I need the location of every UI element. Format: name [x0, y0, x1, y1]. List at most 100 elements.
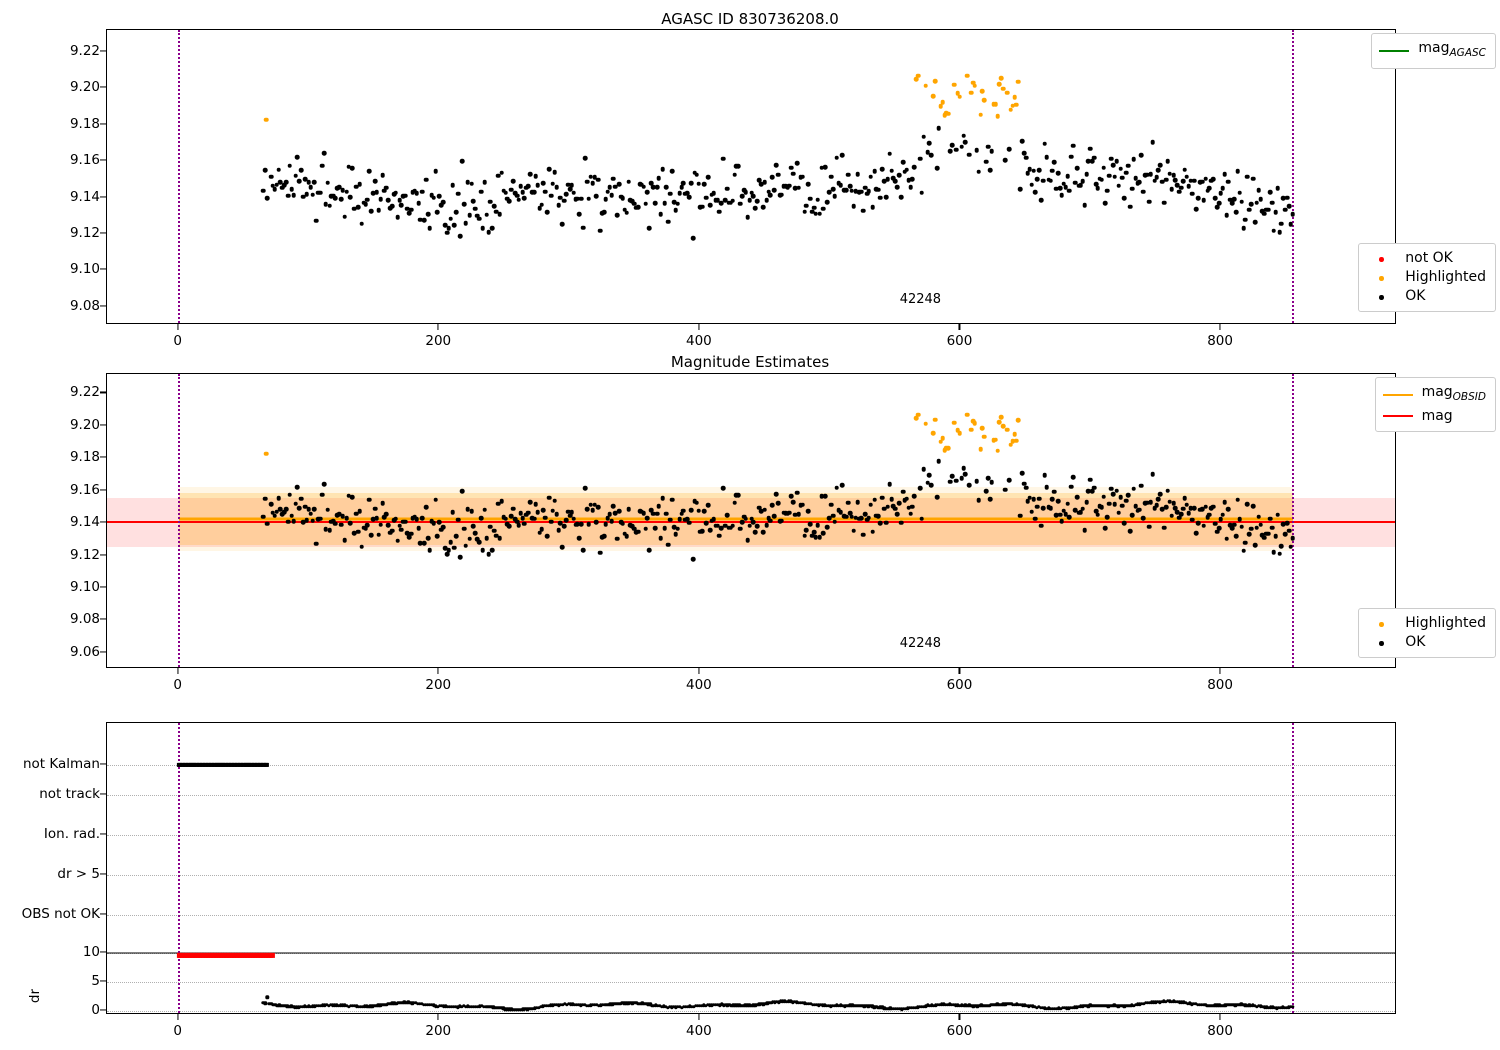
data-point-ok: [435, 533, 440, 539]
data-point-ok: [966, 152, 972, 157]
dr-data-point: [1235, 1003, 1239, 1007]
legend-entry[interactable]: Highlighted: [1366, 614, 1486, 633]
dr-data-point: [519, 1008, 523, 1012]
data-point-ok: [262, 496, 268, 501]
dr-data-point: [273, 1003, 277, 1007]
data-point-ok: [885, 504, 891, 510]
y-tick-label-top: 9.14: [69, 188, 100, 205]
dr-data-point: [791, 1000, 795, 1004]
data-point-ok: [1159, 179, 1165, 184]
data-point-ok: [669, 169, 675, 174]
data-point-ok: [832, 519, 838, 524]
data-point-ok: [323, 526, 329, 532]
legend-entry[interactable]: magOBSID: [1382, 383, 1486, 407]
data-point-ok: [406, 210, 412, 216]
data-point-ok: [1006, 477, 1012, 483]
x-tick-label-top: 600: [946, 333, 973, 349]
legend-dot-swatch: [1366, 633, 1396, 652]
dr-data-point: [1181, 1000, 1186, 1005]
axes-middle-magnitude-estimates[interactable]: [106, 373, 1396, 668]
dr-data-point: [961, 1004, 966, 1008]
data-point-ok: [1123, 170, 1129, 175]
data-point-ok: [429, 192, 435, 198]
data-point-ok: [463, 220, 469, 226]
data-point-ok: [775, 172, 781, 178]
dr-data-point: [1193, 1002, 1198, 1006]
legend-entry[interactable]: OK: [1366, 633, 1486, 652]
data-point-ok: [1036, 496, 1042, 501]
legend-entry[interactable]: not OK: [1366, 249, 1486, 268]
dr-data-point: [858, 1004, 863, 1008]
data-point-ok: [435, 209, 440, 215]
data-point-ok: [647, 225, 652, 231]
data-point-ok: [707, 203, 713, 208]
data-point-ok: [350, 494, 355, 500]
data-point-ok: [743, 190, 749, 195]
y-tick-label-top: 9.20: [69, 79, 100, 96]
data-point-ok: [527, 171, 533, 177]
dr-data-point: [1057, 1006, 1061, 1010]
dr-data-point: [759, 1002, 763, 1006]
data-point-ok: [853, 515, 858, 520]
x-tick-label-middle: 400: [685, 677, 712, 693]
dr-data-point: [531, 1006, 535, 1011]
data-point-ok: [355, 204, 361, 210]
dr-data-point: [650, 1003, 654, 1008]
data-point-ok: [495, 501, 501, 506]
dr-data-point: [497, 1006, 502, 1010]
data-point-ok: [860, 532, 866, 538]
data-point-ok: [1258, 196, 1263, 202]
data-point-ok: [527, 499, 533, 505]
dr-data-point: [632, 1001, 636, 1005]
data-point-ok: [304, 517, 310, 523]
data-point-ok: [807, 196, 813, 202]
data-point-highlighted: [982, 434, 987, 439]
data-point-ok: [864, 191, 870, 197]
data-point-ok: [1108, 486, 1114, 491]
data-point-ok: [425, 535, 431, 541]
data-point-ok: [1150, 140, 1156, 145]
data-point-highlighted: [1012, 431, 1017, 437]
dr-data-point: [1078, 1004, 1083, 1009]
axes-top-magnitude[interactable]: [106, 29, 1396, 324]
data-point-ok: [794, 490, 800, 495]
dr-data-point: [884, 1007, 888, 1011]
data-point-ok: [904, 167, 910, 173]
dr-data-point: [674, 1005, 678, 1010]
data-point-ok: [840, 152, 845, 158]
legend-entry[interactable]: mag: [1382, 407, 1486, 426]
legend-top-lines[interactable]: magAGASC: [1371, 33, 1496, 69]
dr-data-point: [987, 1003, 991, 1008]
data-point-ok: [561, 523, 567, 529]
data-point-ok: [469, 508, 474, 514]
dr-data-point: [626, 1001, 631, 1005]
data-point-ok: [1226, 506, 1231, 512]
data-point-highlighted: [968, 427, 974, 433]
data-point-ok: [520, 189, 525, 195]
axes-bottom-flags[interactable]: [106, 722, 1396, 1014]
data-point-ok: [516, 522, 522, 528]
dr-data-point: [1249, 1004, 1253, 1008]
dr-data-point: [662, 1004, 666, 1009]
legend-middle-lines[interactable]: magOBSID mag: [1374, 377, 1496, 432]
y-tick-label-top: 9.16: [69, 152, 100, 169]
dr-data-point: [640, 1001, 644, 1005]
data-point-ok: [1226, 179, 1231, 185]
data-point-ok: [1207, 512, 1212, 517]
dr-data-point: [549, 1003, 553, 1008]
data-point-ok: [1129, 512, 1135, 518]
data-point-ok: [1218, 516, 1224, 522]
legend-entry[interactable]: magAGASC: [1379, 39, 1486, 63]
dr-data-point: [432, 1003, 436, 1008]
data-point-ok: [473, 206, 478, 211]
dr-data-point: [989, 1003, 993, 1007]
data-point-ok: [1103, 200, 1108, 206]
legend-middle-markers[interactable]: Highlighted OK: [1358, 608, 1496, 658]
legend-entry[interactable]: Highlighted: [1366, 268, 1486, 287]
dr-data-point: [1074, 1005, 1079, 1009]
dr-data-point: [1027, 1004, 1031, 1008]
legend-entry[interactable]: OK: [1366, 287, 1486, 306]
data-point-ok: [471, 523, 476, 529]
data-point-ok: [393, 516, 399, 522]
legend-top-markers[interactable]: not OK Highlighted OK: [1358, 243, 1496, 312]
